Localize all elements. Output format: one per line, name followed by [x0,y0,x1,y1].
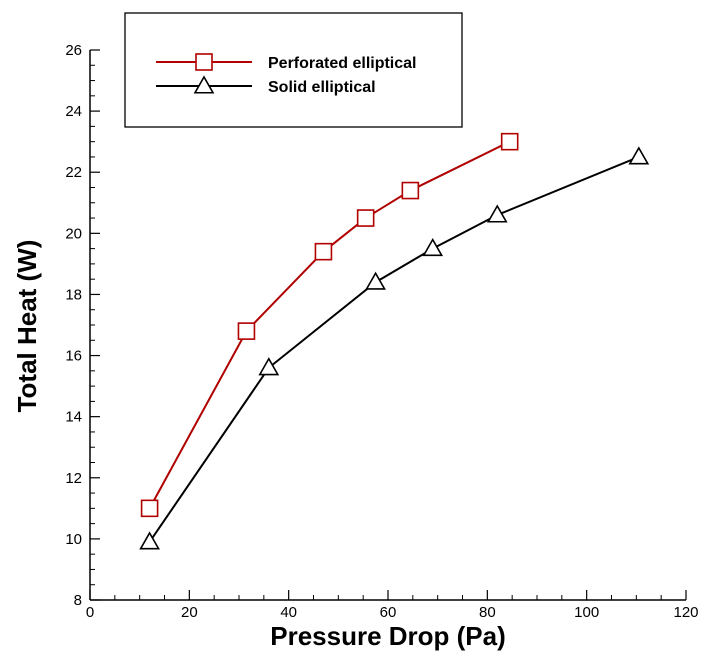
legend-marker [195,53,213,71]
legend: Perforated elliptical Solid elliptical [124,12,463,128]
y-tick-label: 18 [65,286,82,303]
y-tick-label: 14 [65,409,82,426]
data-point [365,271,386,290]
data-point [422,237,444,257]
x-tick-label: 40 [280,604,297,621]
y-tick-label: 8 [74,592,82,609]
series-2 [139,146,650,550]
data-point [500,132,519,151]
x-axis-title: Pressure Drop (Pa) [270,621,506,651]
legend-label: Solid elliptical [268,79,376,96]
y-tick-label: 20 [65,225,82,242]
x-tick-label: 0 [86,604,94,621]
data-point [139,531,160,550]
series-layer [139,132,650,550]
data-point [237,322,256,340]
series-1 [140,132,519,518]
y-tick-label: 10 [65,531,82,548]
data-point [140,499,159,518]
y-tick-label: 12 [65,470,82,487]
series-line [148,140,511,509]
data-point [486,204,508,223]
x-tick-label: 120 [673,604,698,621]
data-point [258,357,280,376]
y-tick-label: 26 [65,42,82,59]
data-point [401,181,420,200]
y-tick-label: 24 [65,103,82,120]
x-tick-label: 60 [380,604,397,621]
data-point [628,146,650,165]
x-tick-label: 100 [574,604,599,621]
y-tick-label: 16 [65,348,82,365]
legend-label: Perforated elliptical [268,55,417,72]
legend-marker [193,75,215,94]
axes: 0 20 40 60 80 100 120 8 10 12 14 16 18 20 22 24 26 [65,42,698,621]
y-tick-label: 22 [65,164,82,181]
data-point [356,209,375,227]
x-tick-label: 80 [479,604,496,621]
series-line [148,156,640,543]
data-point [314,242,333,261]
legend-box [124,12,463,128]
x-tick-label: 20 [181,604,198,621]
y-axis-title: Total Heat (W) [12,240,42,413]
